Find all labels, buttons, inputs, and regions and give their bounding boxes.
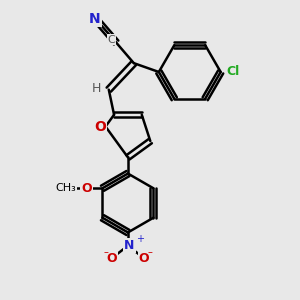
Text: +: + [136, 234, 144, 244]
Text: Cl: Cl [226, 65, 240, 79]
Text: O: O [106, 252, 117, 266]
Text: –: – [103, 248, 108, 257]
Text: –: – [148, 248, 152, 257]
Text: O: O [94, 119, 106, 134]
Text: H: H [92, 82, 101, 95]
Text: N: N [89, 12, 100, 26]
Text: O: O [81, 182, 92, 195]
Text: C: C [108, 34, 116, 45]
Text: CH₃: CH₃ [55, 183, 76, 193]
Text: N: N [124, 239, 135, 252]
Text: O: O [139, 252, 149, 266]
